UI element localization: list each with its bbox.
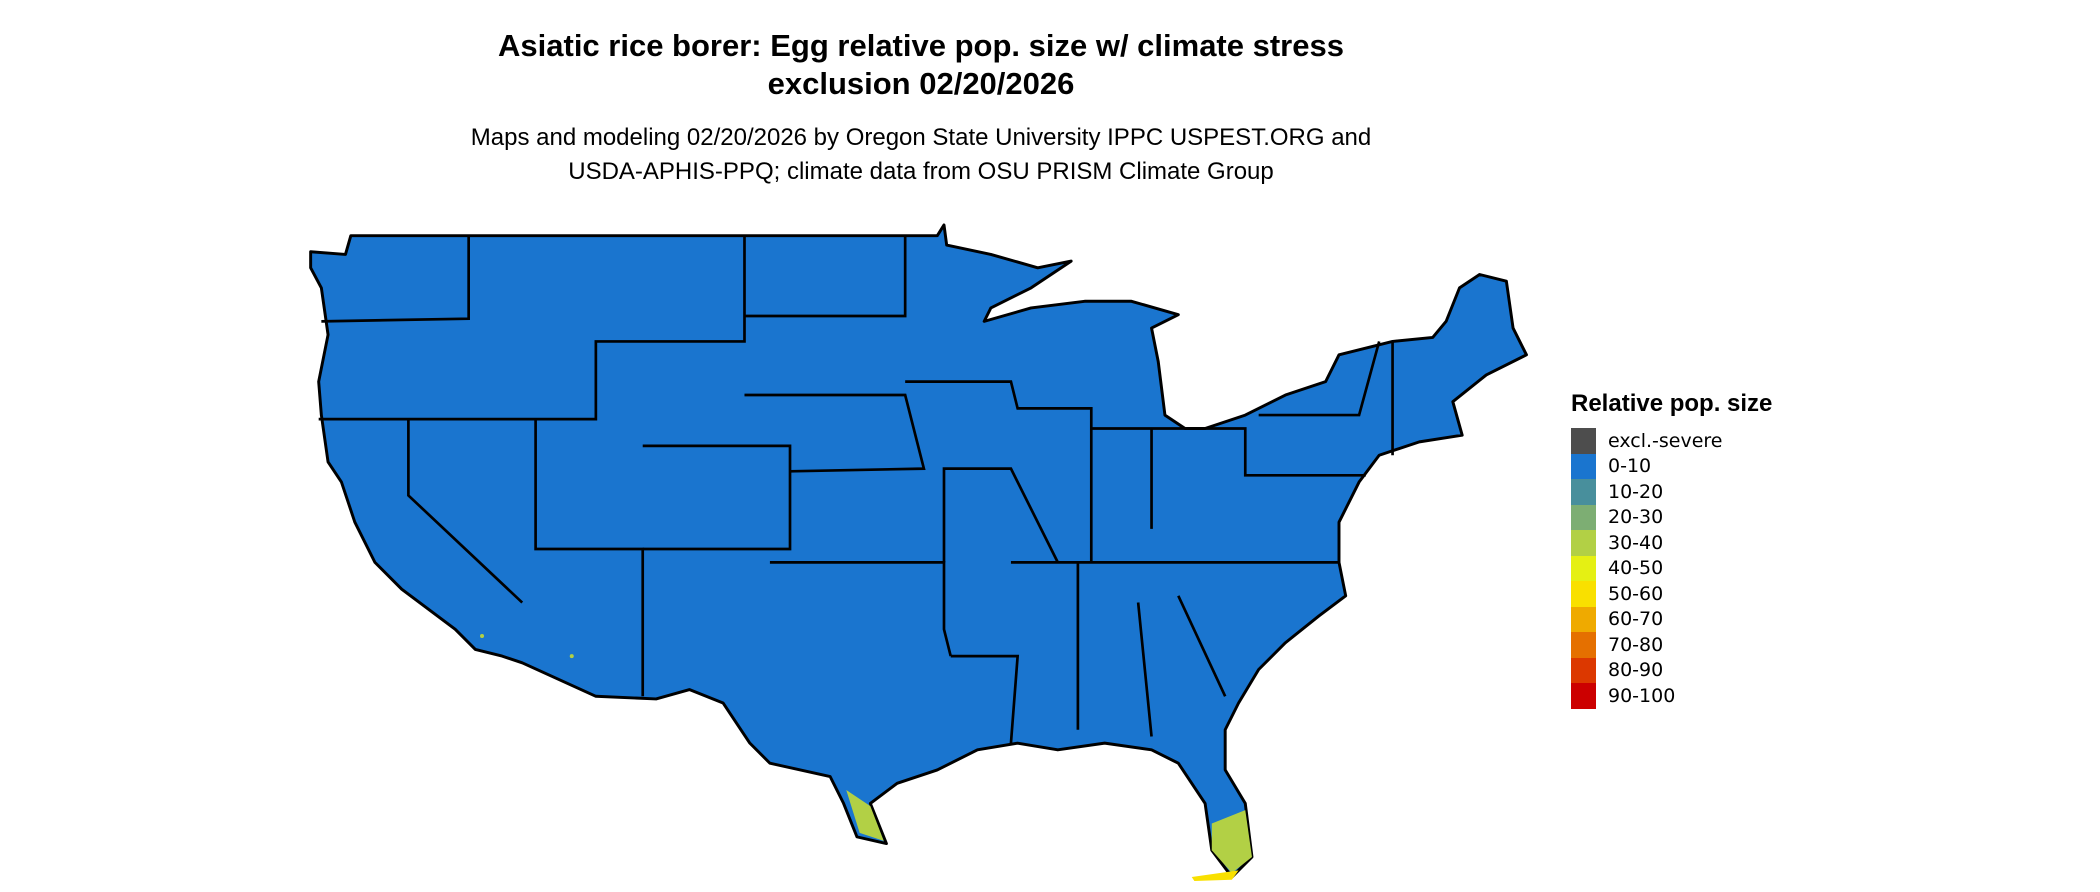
legend-swatch: [1571, 428, 1596, 454]
legend-label: excl.-severe: [1608, 429, 1723, 452]
legend-item: 0-10: [1571, 453, 1772, 479]
legend-item: 50-60: [1571, 581, 1772, 607]
legend-swatch: [1571, 606, 1596, 632]
legend-title: Relative pop. size: [1571, 390, 1773, 417]
legend: Relative pop. size excl.-severe 0-10 10-20…: [1571, 390, 1772, 709]
subtitle-line2: USDA-APHIS-PPQ; climate data from OSU PR…: [568, 158, 1274, 185]
legend-label: 10-20: [1608, 480, 1664, 503]
florida-hotspot: [1211, 810, 1252, 874]
legend-label: 0-10: [1608, 455, 1652, 478]
legend-swatch: [1571, 581, 1596, 607]
legend-label: 30-40: [1608, 531, 1664, 554]
legend-item: 30-40: [1571, 530, 1772, 556]
subtitle-line1: Maps and modeling 02/20/2026 by Oregon S…: [470, 124, 1372, 151]
map-title-line2: exclusion 02/20/2026: [767, 66, 1075, 101]
legend-swatch: [1571, 632, 1596, 658]
legend-item: 80-90: [1571, 657, 1772, 683]
legend-items: excl.-severe 0-10 10-20 20-30 30-40 40-50 50-6…: [1571, 428, 1772, 709]
legend-swatch: [1571, 504, 1596, 530]
legend-label: 20-30: [1608, 506, 1664, 529]
legend-item: excl.-severe: [1571, 428, 1772, 454]
legend-swatch: [1571, 530, 1596, 556]
map-title-line1: Asiatic rice borer: Egg relative pop. si…: [498, 28, 1344, 63]
legend-label: 40-50: [1608, 557, 1664, 580]
legend-label: 80-90: [1608, 659, 1664, 682]
legend-swatch: [1571, 555, 1596, 581]
california-hotspot: [480, 634, 485, 639]
arizona-hotspot: [569, 654, 574, 659]
legend-item: 40-50: [1571, 555, 1772, 581]
legend-swatch: [1571, 657, 1596, 683]
legend-item: 20-30: [1571, 504, 1772, 530]
texas-hotspot: [846, 790, 884, 841]
legend-label: 90-100: [1608, 684, 1676, 707]
legend-item: 70-80: [1571, 632, 1772, 658]
legend-label: 50-60: [1608, 582, 1664, 605]
state-borders: [318, 235, 1394, 744]
legend-label: 70-80: [1608, 633, 1664, 656]
legend-swatch: [1571, 683, 1596, 709]
legend-swatch: [1571, 453, 1596, 479]
legend-item: 60-70: [1571, 606, 1772, 632]
legend-item: 10-20: [1571, 479, 1772, 505]
legend-item: 90-100: [1571, 683, 1772, 709]
florida-keys-hotspot: [1191, 870, 1239, 882]
legend-swatch: [1571, 479, 1596, 505]
us-outline: [309, 223, 1528, 879]
legend-label: 60-70: [1608, 608, 1664, 631]
